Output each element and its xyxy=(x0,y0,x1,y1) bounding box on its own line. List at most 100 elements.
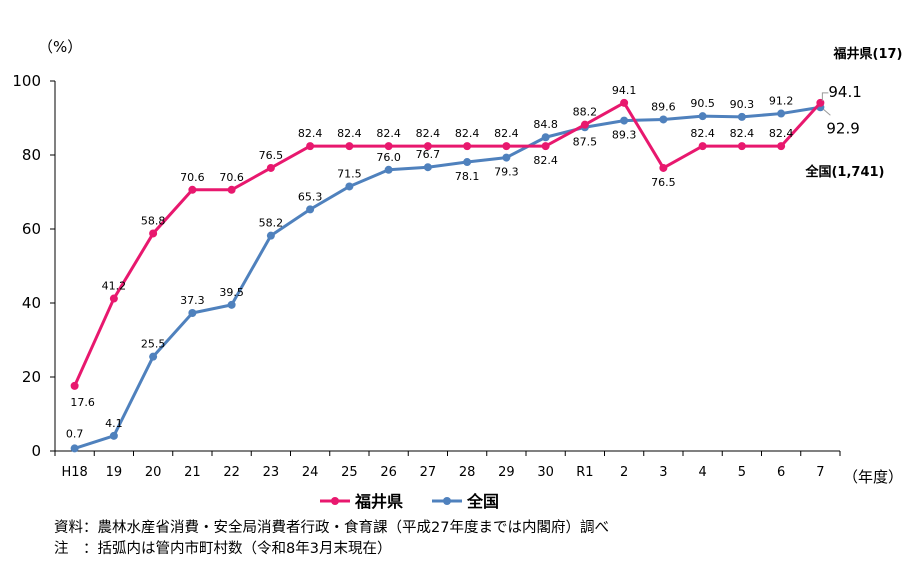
data-label: 94.1 xyxy=(828,83,861,101)
data-label: 79.3 xyxy=(494,166,519,179)
data-label: 76.7 xyxy=(416,148,441,161)
footnote: 注 ：括弧内は管内市町村数（令和8年3月末現在） xyxy=(54,541,392,557)
data-label: 37.3 xyxy=(180,294,205,307)
data-point xyxy=(620,116,629,125)
data-label: 82.4 xyxy=(769,127,794,140)
legend-label: 福井県 xyxy=(354,492,403,511)
legend-marker xyxy=(443,497,451,505)
data-label: 76.5 xyxy=(651,176,676,189)
data-point xyxy=(659,115,668,124)
data-point xyxy=(149,229,158,238)
data-point xyxy=(227,185,236,194)
data-label: 82.4 xyxy=(494,127,519,140)
data-label: 70.6 xyxy=(180,171,205,184)
data-point xyxy=(777,109,786,118)
data-point xyxy=(227,300,236,309)
data-point xyxy=(580,120,589,129)
y-tick-label: 40 xyxy=(22,294,41,312)
data-label: 82.4 xyxy=(533,154,558,167)
x-tick-label: 20 xyxy=(145,465,162,480)
data-label: 58.8 xyxy=(141,214,166,227)
data-label: 17.6 xyxy=(70,396,95,409)
data-point xyxy=(70,444,79,453)
data-point xyxy=(109,294,118,303)
data-label: 89.6 xyxy=(651,100,676,113)
data-point xyxy=(266,231,275,240)
data-label: 82.4 xyxy=(376,127,401,140)
data-label: 78.1 xyxy=(455,170,480,183)
y-tick-label: 0 xyxy=(31,442,41,460)
legend-label: 全国 xyxy=(466,492,499,511)
notes: 資料：農林水産省消費・安全局消費者行政・食育課（平成27年度までは内閣府）調べ … xyxy=(54,518,609,560)
x-tick-label: 19 xyxy=(106,465,123,480)
data-label: 84.8 xyxy=(533,118,558,131)
data-label: 88.2 xyxy=(573,106,598,119)
x-tick-label: 24 xyxy=(302,465,319,480)
data-point xyxy=(188,308,197,317)
x-tick-label: 27 xyxy=(420,465,437,480)
data-point xyxy=(698,142,707,151)
x-tick-label: 21 xyxy=(184,465,201,480)
legend-marker xyxy=(331,497,339,505)
data-label: 0.7 xyxy=(66,427,84,440)
data-label: 71.5 xyxy=(337,167,362,180)
y-unit-label: （%） xyxy=(38,38,82,56)
leader-line xyxy=(823,108,831,116)
data-point xyxy=(541,142,550,151)
data-point xyxy=(777,142,786,151)
data-label: 25.5 xyxy=(141,338,166,351)
series-line xyxy=(73,101,822,387)
data-point xyxy=(306,205,315,214)
data-point xyxy=(423,163,432,172)
data-point xyxy=(816,98,825,107)
data-label: 76.0 xyxy=(376,151,401,164)
series-line xyxy=(74,105,821,450)
data-point xyxy=(70,381,79,390)
legend: 福井県 全国 xyxy=(320,492,499,511)
data-point xyxy=(306,142,315,151)
data-point xyxy=(463,158,472,167)
x-tick-label: 28 xyxy=(459,465,476,480)
data-label: 39.5 xyxy=(219,286,244,299)
data-point xyxy=(659,163,668,172)
x-tick-label: 29 xyxy=(498,465,515,480)
x-tick-label: 2 xyxy=(620,465,628,480)
data-point xyxy=(737,112,746,121)
x-tick-label: 3 xyxy=(659,465,667,480)
data-label: 82.4 xyxy=(337,127,362,140)
data-point xyxy=(737,142,746,151)
data-point xyxy=(345,182,354,191)
data-label: 82.4 xyxy=(298,127,323,140)
data-label: 82.4 xyxy=(690,127,715,140)
source-note: 資料：農林水産省消費・安全局消費者行政・食育課（平成27年度までは内閣府）調べ xyxy=(54,520,609,536)
x-tick-label: 22 xyxy=(223,465,240,480)
data-point xyxy=(109,431,118,440)
leader-line xyxy=(821,92,829,101)
data-point xyxy=(384,142,393,151)
x-tick-label: 6 xyxy=(777,465,785,480)
x-tick-label: 25 xyxy=(341,465,358,480)
y-tick-label: 60 xyxy=(22,220,41,238)
data-label: 94.1 xyxy=(612,84,637,97)
x-unit-label: （年度） xyxy=(843,468,903,486)
end-label-fukui: 福井県(17) xyxy=(833,46,903,62)
data-label: 65.3 xyxy=(298,190,323,203)
x-tick-label: 23 xyxy=(263,465,280,480)
y-tick-label: 20 xyxy=(22,368,41,386)
x-tick-label: R1 xyxy=(576,465,593,480)
data-point xyxy=(620,98,629,107)
data-label: 76.5 xyxy=(259,149,284,162)
x-tick-label: 30 xyxy=(537,465,554,480)
data-point xyxy=(502,153,511,162)
data-label: 90.5 xyxy=(690,97,715,110)
data-label: 90.3 xyxy=(730,98,755,111)
data-label: 91.2 xyxy=(769,95,794,108)
data-point xyxy=(502,142,511,151)
data-label: 82.4 xyxy=(730,127,755,140)
data-label: 82.4 xyxy=(455,127,480,140)
data-point xyxy=(698,112,707,121)
data-point xyxy=(423,142,432,151)
y-tick-label: 100 xyxy=(12,72,41,90)
data-point xyxy=(266,163,275,172)
